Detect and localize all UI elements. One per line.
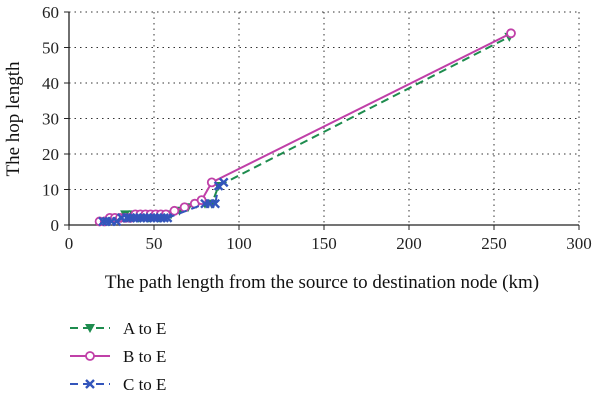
data-point	[218, 177, 229, 188]
x-tick-label: 0	[65, 234, 74, 253]
y-tick-label: 50	[42, 39, 59, 58]
data-point	[169, 205, 180, 216]
legend-label: C to E	[123, 375, 166, 394]
data-point	[179, 202, 190, 213]
x-tick-label: 300	[566, 234, 592, 253]
legend-marker	[85, 324, 95, 333]
y-axis-title: The hop length	[3, 61, 24, 177]
legend: A to E B to E C to E	[70, 319, 166, 394]
y-tick-label: 40	[42, 74, 59, 93]
grid	[69, 11, 580, 225]
x-axis-title: The path length from the source to desti…	[105, 272, 539, 293]
data-point	[506, 28, 516, 39]
x-tick-label: 250	[481, 234, 507, 253]
tick-labels: 0 50 100 150 200 250 300 0 10 20 30 40 50 60	[42, 3, 592, 253]
legend-marker	[85, 351, 95, 361]
x-tick-label: 200	[396, 234, 422, 253]
y-tick-label: 0	[51, 216, 60, 235]
x-tick-label: 50	[146, 234, 163, 253]
y-tick-label: 10	[42, 181, 59, 200]
data-point	[162, 213, 173, 223]
x-tick-label: 100	[226, 234, 252, 253]
data-point	[210, 198, 221, 209]
legend-item: C to E	[70, 375, 166, 394]
y-tick-label: 30	[42, 110, 59, 129]
legend-label: A to E	[123, 319, 166, 338]
legend-item: A to E	[70, 319, 166, 338]
data-point	[159, 213, 170, 223]
legend-marker	[85, 379, 95, 389]
y-tick-label: 60	[42, 3, 59, 22]
legend-label: B to E	[123, 347, 166, 366]
legend-item: B to E	[70, 347, 166, 366]
series-line	[99, 32, 512, 223]
series-c-to-e	[98, 177, 229, 227]
series-b-to-e	[94, 28, 516, 227]
series-layer	[94, 28, 516, 227]
y-tick-label: 20	[42, 145, 59, 164]
data-point	[98, 216, 108, 227]
axes	[64, 11, 580, 230]
x-tick-label: 150	[311, 234, 337, 253]
